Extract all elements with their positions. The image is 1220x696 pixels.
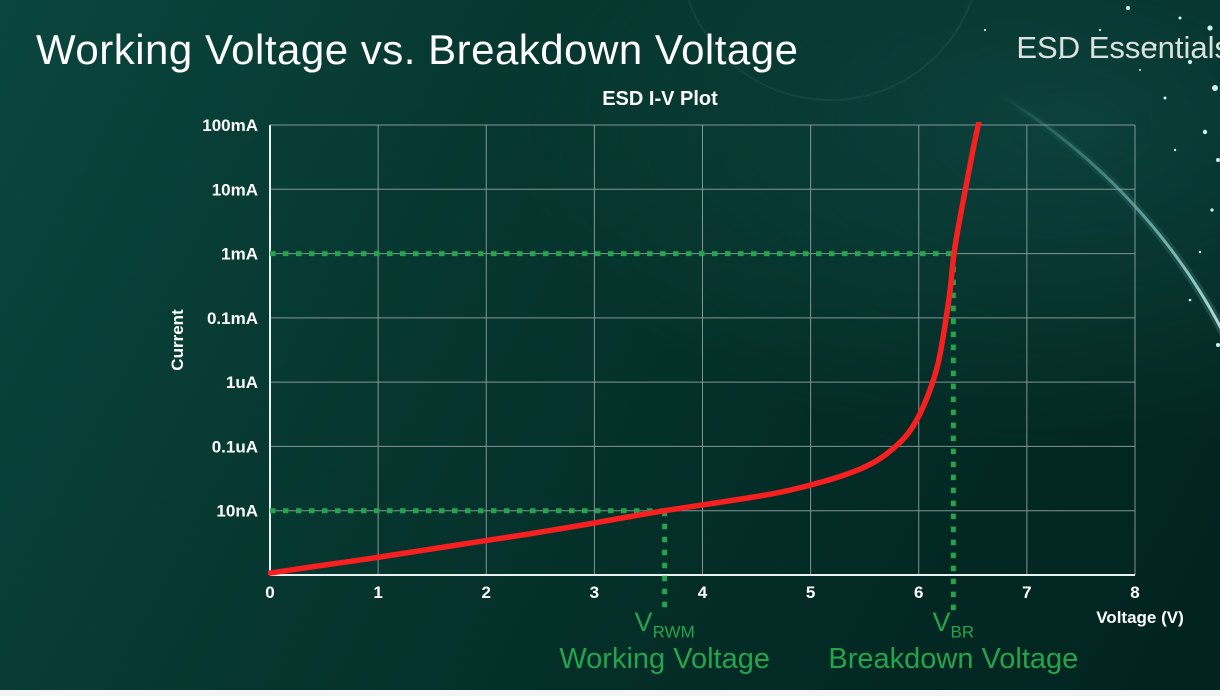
svg-text:5: 5 (806, 583, 815, 602)
svg-text:8: 8 (1130, 583, 1139, 602)
vrwm-symbol: VRWM (634, 607, 695, 642)
svg-text:0: 0 (265, 583, 274, 602)
svg-text:1uA: 1uA (226, 373, 258, 392)
breakdown-voltage-caption: Breakdown Voltage (828, 643, 1079, 676)
bottom-edge-bar (0, 690, 1220, 696)
faint-arc (687, 0, 973, 101)
svg-text:0.1mA: 0.1mA (207, 309, 258, 328)
svg-text:10nA: 10nA (216, 502, 258, 521)
svg-text:6: 6 (914, 583, 923, 602)
y-axis-label: Current (168, 309, 187, 371)
svg-text:1: 1 (373, 583, 382, 602)
svg-text:1mA: 1mA (221, 245, 258, 264)
svg-text:7: 7 (1022, 583, 1031, 602)
brand-logo-text: ESD Essentials (1016, 30, 1220, 65)
slide-title: Working Voltage vs. Breakdown Voltage (36, 26, 799, 73)
svg-text:4: 4 (698, 583, 708, 602)
sparkle-dots (983, 6, 1220, 347)
swoosh-curve (997, 91, 1220, 337)
working-voltage-annotation: VRWM Working Voltage (559, 607, 770, 676)
svg-text:3: 3 (590, 583, 599, 602)
svg-text:2: 2 (482, 583, 491, 602)
breakdown-voltage-annotation: VBR Breakdown Voltage (828, 607, 1079, 676)
svg-text:100mA: 100mA (202, 116, 258, 135)
svg-text:0.1uA: 0.1uA (212, 437, 258, 456)
chart-title: ESD I-V Plot (602, 88, 718, 110)
svg-text:10mA: 10mA (212, 180, 258, 199)
working-voltage-caption: Working Voltage (559, 643, 770, 676)
vbr-symbol: VBR (932, 607, 975, 642)
x-axis-label: Voltage (V) (1096, 608, 1184, 627)
